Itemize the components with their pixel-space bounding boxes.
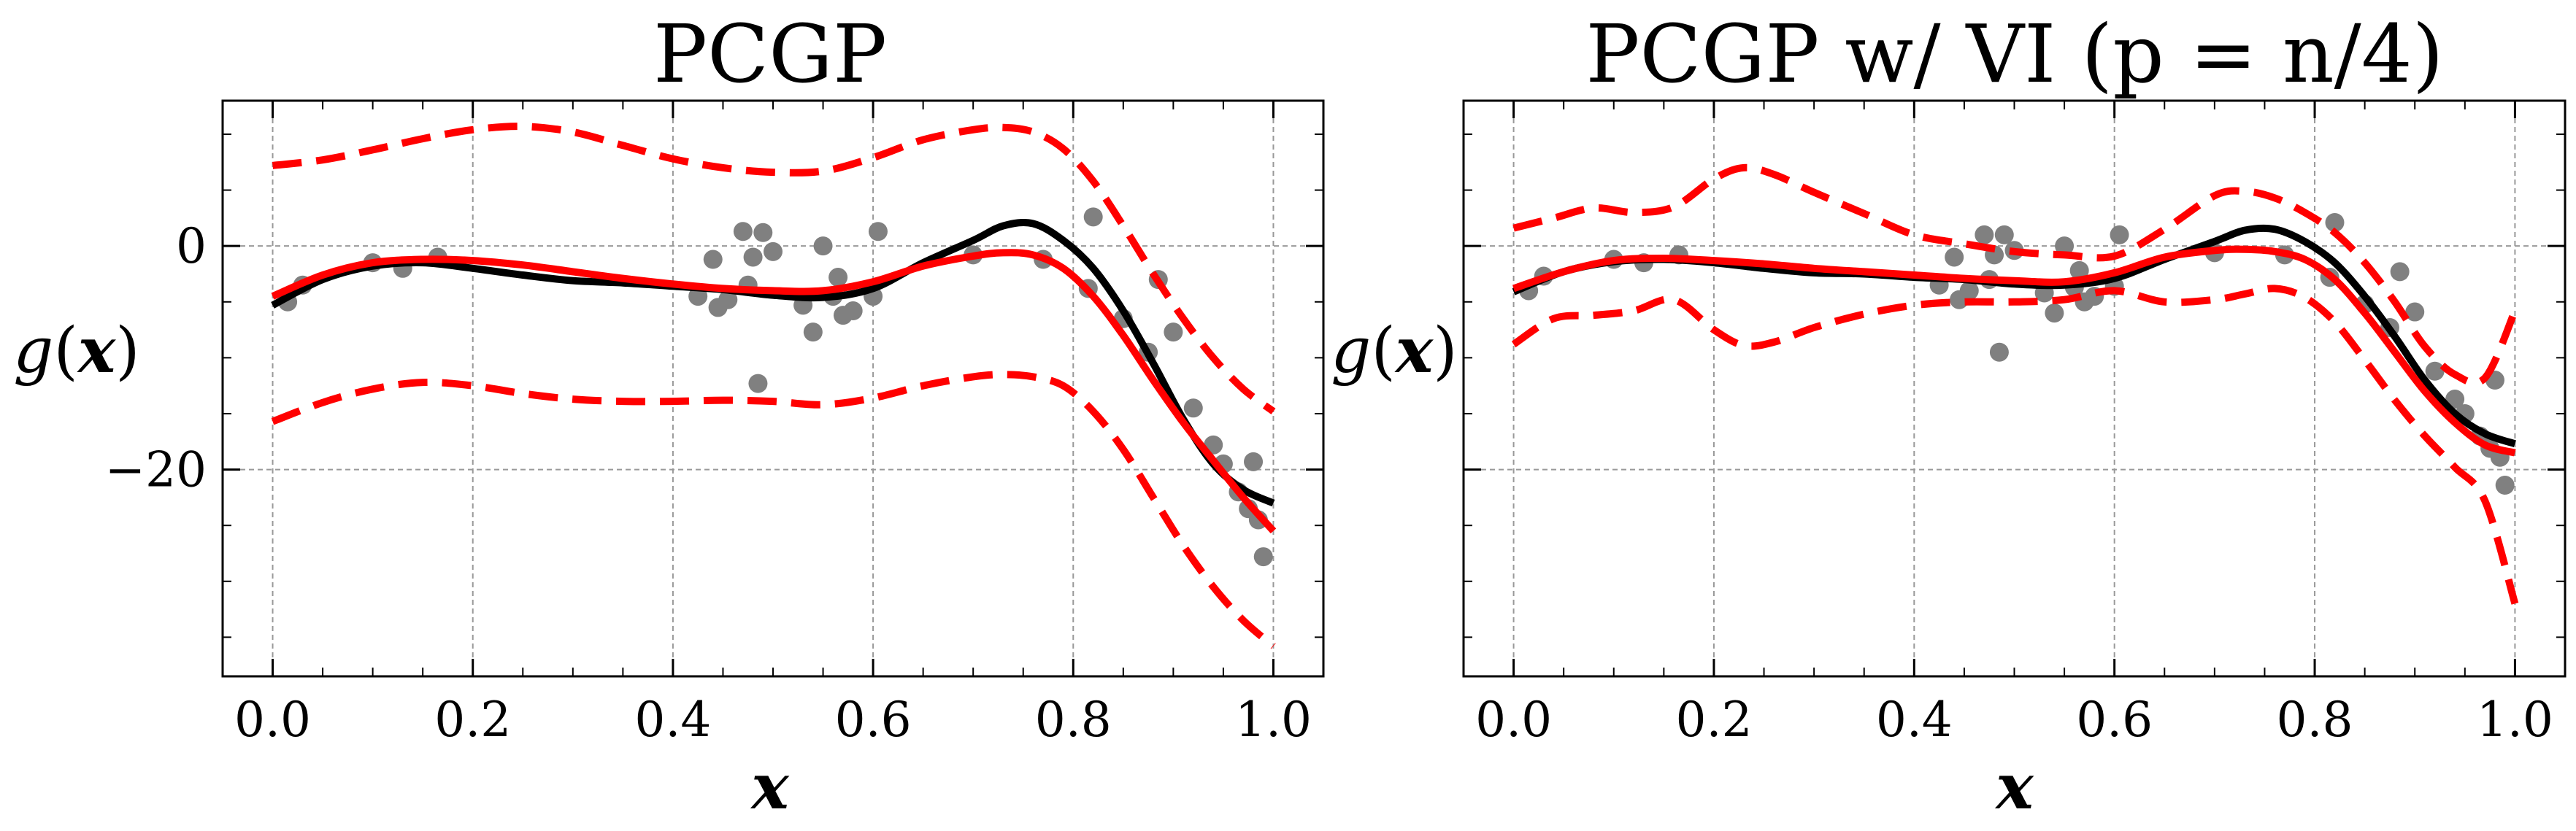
- observation-point-21: [843, 301, 863, 321]
- observation-point-14: [764, 241, 783, 261]
- observation-point-19: [828, 268, 848, 287]
- x-tick-label-3: 0.6: [835, 692, 912, 748]
- y-tick-label-0: 0: [176, 218, 207, 274]
- observation-point-6: [1945, 247, 1964, 267]
- observation-point-27: [1083, 207, 1103, 227]
- observation-point-13: [753, 223, 773, 242]
- left-axes: 0.0 0.2 0.4 0.6 0.8 1.0 0 −20: [105, 99, 1325, 748]
- right-observations: [1519, 212, 2515, 495]
- observation-point-27: [2325, 212, 2345, 232]
- observation-point-30: [2390, 262, 2410, 282]
- right-y-axis-label: g(x): [1331, 314, 1457, 387]
- observation-point-12: [1989, 342, 2009, 362]
- observation-point-8: [1959, 281, 1979, 301]
- upper-interval-curve: [1512, 163, 2518, 387]
- plot-frame: [1462, 99, 2567, 678]
- x-tick-label-2: 0.4: [634, 692, 711, 748]
- observation-point-19: [2069, 260, 2089, 280]
- right-x-axis-label: x: [1994, 750, 2034, 824]
- right-grid: [1464, 101, 2565, 676]
- observation-point-17: [2055, 236, 2075, 256]
- observation-point-11: [743, 247, 763, 267]
- left-panel-title: PCGP: [653, 7, 887, 101]
- right-panel: PCGP w/ VI (p = n/4) 0.0 0.2 0.4 0.6 0.8 1.0 …: [1331, 7, 2567, 824]
- observation-point-32: [1183, 398, 1203, 418]
- left-y-axis-label: g(x): [13, 314, 139, 387]
- observation-point-16: [803, 322, 823, 342]
- observation-point-17: [813, 236, 833, 256]
- truth-curve: [271, 219, 1275, 507]
- observation-point-39: [2495, 476, 2515, 495]
- observation-point-33: [2445, 390, 2465, 409]
- observation-point-8: [718, 290, 738, 309]
- lower-interval-curve: [271, 371, 1276, 649]
- left-x-axis-label: x: [750, 750, 790, 824]
- observation-point-13: [1994, 225, 2014, 244]
- prediction-curve: [271, 249, 1277, 534]
- observation-point-39: [1253, 547, 1273, 567]
- observation-point-6: [703, 250, 723, 269]
- y-tick-label-1: −20: [105, 442, 207, 498]
- left-panel: PCGP 0.0 0.2 0.4 0.6 0.8 1.0 0 −20 x g(x): [13, 7, 1325, 824]
- x-tick-label-4: 0.8: [1035, 692, 1112, 748]
- right-axes: 0.0 0.2 0.4 0.6 0.8 1.0: [1462, 99, 2567, 748]
- prediction-curve: [1512, 245, 2516, 457]
- x-tick-label-5: 1.0: [2477, 692, 2553, 748]
- observation-point-31: [2405, 302, 2425, 322]
- right-curves: [1511, 163, 2519, 605]
- observation-point-31: [1164, 322, 1183, 342]
- x-tick-label-5: 1.0: [1235, 692, 1312, 748]
- x-tick-label-2: 0.4: [1876, 692, 1953, 748]
- x-tick-label-1: 0.2: [434, 692, 511, 748]
- x-tick-label-1: 0.2: [1675, 692, 1752, 748]
- left-curves: [271, 123, 1277, 649]
- observation-point-12: [748, 374, 768, 393]
- observation-point-23: [868, 222, 888, 241]
- lower-interval-curve: [1511, 285, 2519, 605]
- x-tick-label-0: 0.0: [1475, 692, 1552, 748]
- x-tick-label-4: 0.8: [2277, 692, 2353, 748]
- x-tick-label-0: 0.0: [234, 692, 311, 748]
- observation-point-9: [733, 222, 753, 241]
- observation-point-37: [1244, 452, 1264, 471]
- observation-point-23: [2110, 225, 2129, 244]
- observation-point-32: [2425, 361, 2445, 381]
- x-tick-label-3: 0.6: [2076, 692, 2153, 748]
- right-panel-title: PCGP w/ VI (p = n/4): [1585, 7, 2443, 101]
- observation-point-16: [2045, 304, 2064, 323]
- upper-interval-curve: [272, 123, 1276, 414]
- observation-point-9: [1975, 225, 1994, 244]
